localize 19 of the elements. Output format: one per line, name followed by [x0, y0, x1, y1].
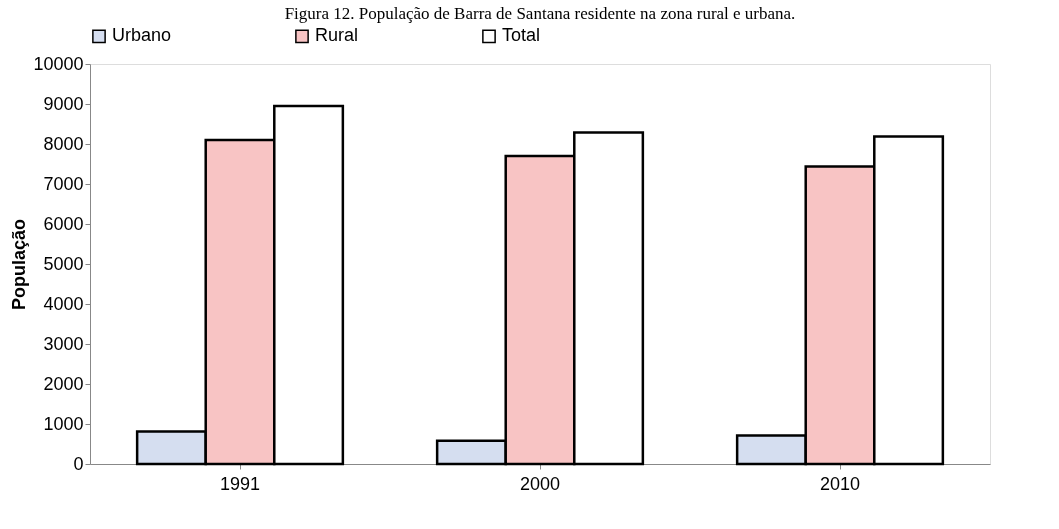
y-tick-label: 1000: [43, 413, 84, 434]
y-tick-label: 4000: [43, 293, 84, 314]
chart-title: Figura 12. População de Barra de Santana residente na zona rural e urbana.: [284, 4, 796, 23]
y-tick-label: 7000: [43, 173, 84, 194]
y-tick-label: 10000: [33, 53, 84, 74]
x-tick-label: 2010: [819, 473, 861, 494]
y-tick-label: 8000: [43, 133, 84, 154]
y-tick-label: 0: [73, 453, 84, 474]
y-tick-label: 5000: [43, 253, 84, 274]
x-tick-label: 1991: [219, 473, 261, 494]
y-tick-label: 6000: [43, 213, 84, 234]
legend-label: Rural: [315, 25, 359, 46]
y-tick-label: 2000: [43, 373, 84, 394]
y-tick-label: 9000: [43, 93, 84, 114]
legend-label: Total: [502, 25, 541, 46]
legend-label: Urbano: [112, 25, 172, 46]
y-tick-label: 3000: [43, 333, 84, 354]
y-axis-title: População: [9, 218, 30, 311]
x-tick-label: 2000: [519, 473, 561, 494]
